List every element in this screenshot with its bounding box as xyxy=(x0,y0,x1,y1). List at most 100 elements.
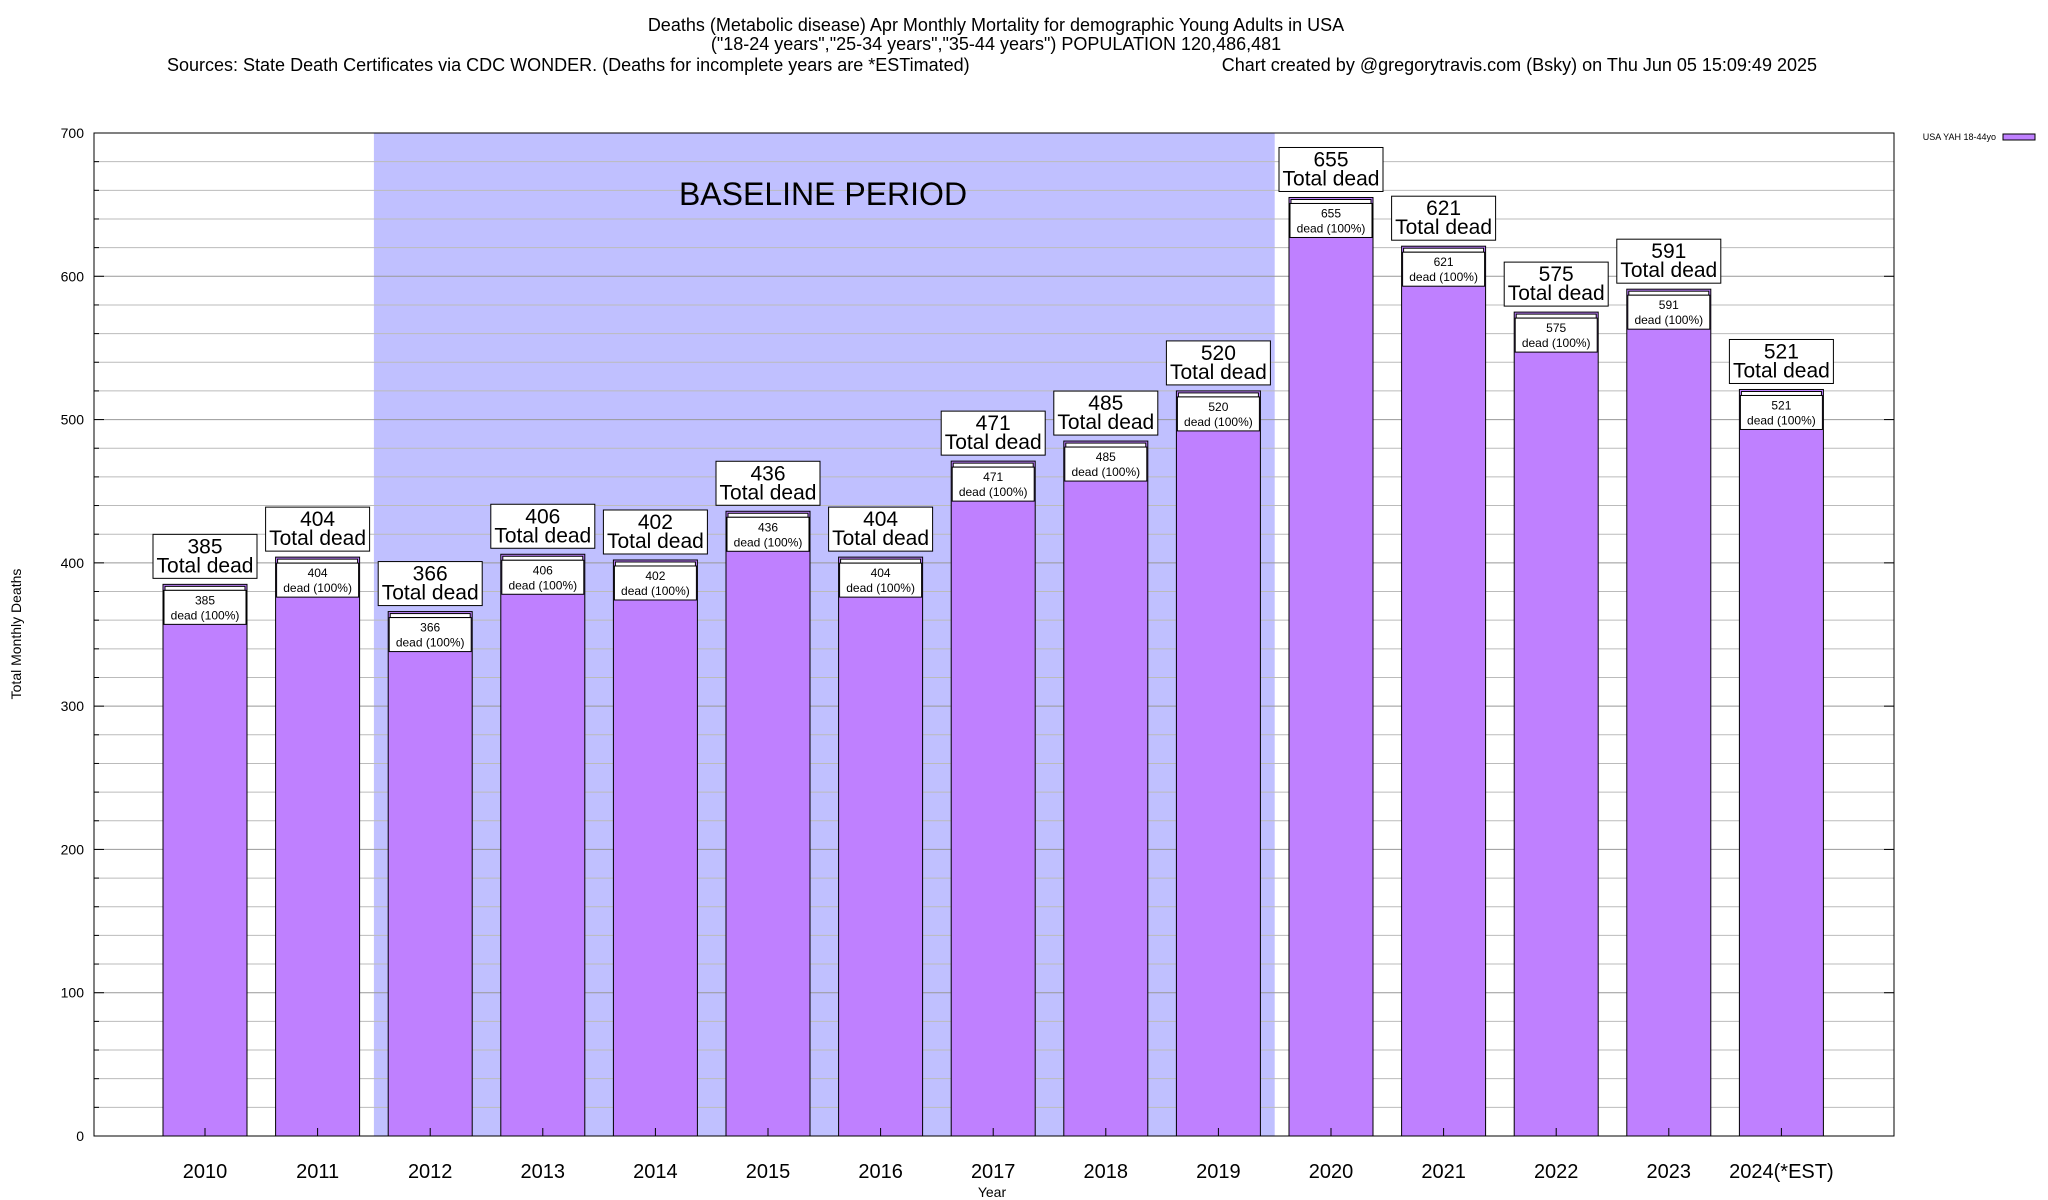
bar xyxy=(1626,288,1712,1137)
bar xyxy=(950,460,1036,1137)
y-tick-label: 100 xyxy=(61,985,85,1001)
bar-total-value: 366 xyxy=(413,563,448,586)
bar-inner-value: 591 xyxy=(1659,298,1679,312)
x-tick-label: 2013 xyxy=(521,1161,566,1183)
y-tick-label: 700 xyxy=(61,125,85,141)
bar-total-value: 655 xyxy=(1313,148,1348,171)
bar-inner-label-box xyxy=(1514,317,1598,353)
x-tick-label: 2014 xyxy=(633,1161,678,1183)
bar-inner-pct: dead (100%) xyxy=(508,578,577,592)
bar-total-text: Total dead xyxy=(720,481,817,504)
bar-total-value: 404 xyxy=(300,508,335,531)
bar xyxy=(162,583,248,1137)
bar xyxy=(612,559,698,1137)
bar-total-label-box xyxy=(1053,390,1159,436)
bar xyxy=(1513,311,1599,1137)
bar-total-value: 406 xyxy=(525,505,560,528)
bar-total-label-box xyxy=(602,509,708,555)
bar-inner-value: 436 xyxy=(758,520,778,534)
bar xyxy=(1401,245,1487,1137)
bar-total-text: Total dead xyxy=(269,527,366,550)
bar-cap xyxy=(614,561,696,567)
bar-cap xyxy=(1740,390,1822,396)
bar-inner-pct: dead (100%) xyxy=(1634,313,1703,327)
bar xyxy=(1175,390,1261,1137)
bar-inner-value: 385 xyxy=(195,593,215,607)
bar-inner-label-box xyxy=(951,466,1035,502)
bar-inner-value: 366 xyxy=(420,621,440,635)
bar-inner-label-box xyxy=(839,562,923,598)
bar xyxy=(838,556,924,1137)
bar-total-text: Total dead xyxy=(1283,167,1380,190)
x-axis-title: Year xyxy=(978,1184,1007,1200)
bar-cap xyxy=(502,555,584,561)
bar-inner-label-box xyxy=(1402,251,1486,287)
bar-inner-value: 471 xyxy=(983,470,1003,484)
bar-cap xyxy=(840,558,922,564)
bar-cap xyxy=(1065,442,1147,448)
bar-total-text: Total dead xyxy=(1733,359,1830,382)
bar-total-value: 471 xyxy=(976,412,1011,435)
bar-inner-value: 485 xyxy=(1096,450,1116,464)
legend: USA YAH 18-44yo xyxy=(1923,132,2036,142)
bar-total-value: 385 xyxy=(187,535,222,558)
bar-cap xyxy=(277,558,359,564)
bar-total-label-box xyxy=(1616,238,1722,284)
bar-inner-pct: dead (100%) xyxy=(1522,336,1591,350)
x-tick-label: 2020 xyxy=(1309,1161,1354,1183)
bar-total-text: Total dead xyxy=(494,524,591,547)
bar-total-value: 436 xyxy=(750,462,785,485)
x-tick-label: 2010 xyxy=(183,1161,228,1183)
bar-total-label-box xyxy=(828,506,934,552)
bar-inner-pct: dead (100%) xyxy=(959,485,1028,499)
bar-total-label-box xyxy=(1278,146,1384,192)
bar-total-text: Total dead xyxy=(945,431,1042,454)
bar-inner-label-box xyxy=(276,562,360,598)
x-tick-label: 2012 xyxy=(408,1161,453,1183)
x-tick-label: 2019 xyxy=(1196,1161,1241,1183)
y-tick-label: 500 xyxy=(61,412,85,428)
bar-inner-pct: dead (100%) xyxy=(1071,465,1140,479)
bar-cap xyxy=(1628,290,1710,296)
x-tick-label: 2021 xyxy=(1421,1161,1466,1183)
bar xyxy=(387,611,473,1137)
bar-inner-label-box xyxy=(501,559,585,595)
y-tick-label: 600 xyxy=(61,268,85,284)
bar-total-label-box xyxy=(1165,340,1271,386)
bar-cap xyxy=(164,585,246,591)
x-tick-label: 2015 xyxy=(746,1161,791,1183)
bar-inner-pct: dead (100%) xyxy=(1747,413,1816,427)
y-tick-label: 400 xyxy=(61,555,85,571)
bar-total-text: Total dead xyxy=(607,530,704,553)
bar-inner-pct: dead (100%) xyxy=(283,581,352,595)
bar-inner-pct: dead (100%) xyxy=(1409,270,1478,284)
bar-cap xyxy=(952,462,1034,468)
bar-total-text: Total dead xyxy=(157,554,254,577)
bar-total-value: 402 xyxy=(638,511,673,534)
bar-total-value: 621 xyxy=(1426,197,1461,220)
bar xyxy=(725,510,811,1137)
bar-inner-label-box xyxy=(613,565,697,601)
legend-swatch xyxy=(2002,133,2036,141)
bar-total-label-box xyxy=(940,410,1046,456)
bar-total-text: Total dead xyxy=(382,582,479,605)
bar-total-value: 485 xyxy=(1088,392,1123,415)
bar-total-value: 591 xyxy=(1651,240,1686,263)
bar-inner-pct: dead (100%) xyxy=(171,608,240,622)
bar-inner-label-box xyxy=(1289,202,1373,238)
bar-inner-label-box xyxy=(1176,396,1260,432)
bar-inner-value: 575 xyxy=(1546,321,1566,335)
x-tick-label: 2016 xyxy=(858,1161,903,1183)
y-axis-title: Total Monthly Deaths xyxy=(8,569,24,700)
bar-inner-pct: dead (100%) xyxy=(396,636,465,650)
chart-title-line-1: Deaths (Metabolic disease) Apr Monthly M… xyxy=(648,15,1344,35)
bar-total-label-box xyxy=(490,503,596,549)
x-tick-label: 2011 xyxy=(296,1161,339,1183)
bar-total-text: Total dead xyxy=(1508,282,1605,305)
bar-inner-label-box xyxy=(163,589,247,625)
bar-inner-value: 404 xyxy=(871,566,891,580)
bar-cap xyxy=(1515,313,1597,319)
x-tick-label: 2023 xyxy=(1647,1161,1692,1183)
bar-inner-label-box xyxy=(726,516,810,552)
